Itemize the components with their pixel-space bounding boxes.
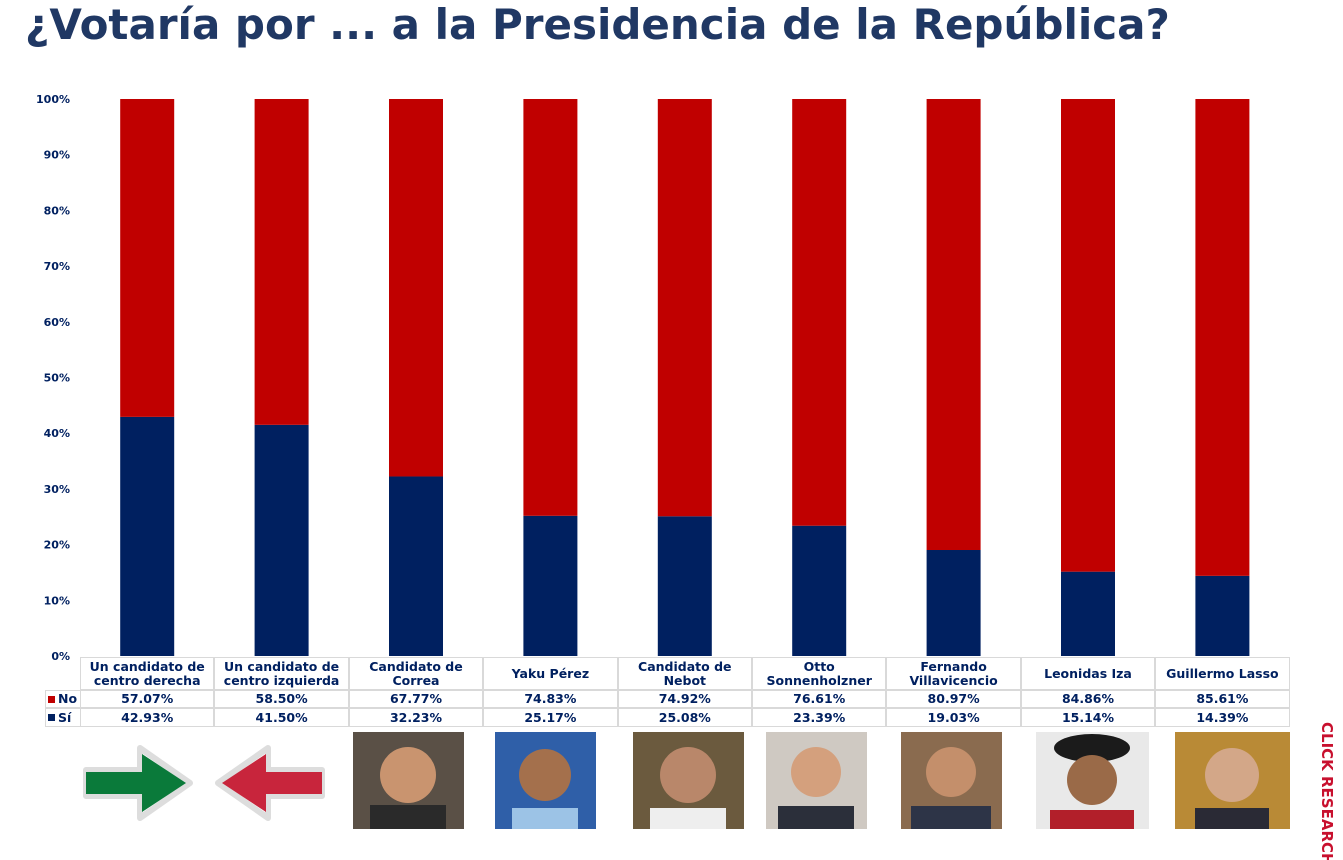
legend-swatch — [48, 714, 55, 721]
y-tick-label: 50% — [44, 372, 70, 385]
y-tick-label: 90% — [44, 149, 70, 162]
category-label: Otto Sonnenholzner — [752, 657, 887, 690]
bar-segment — [1061, 571, 1115, 656]
category-label: Un candidato de centro izquierda — [214, 657, 349, 690]
bar-segment — [1195, 99, 1250, 576]
y-tick-label: 70% — [44, 260, 70, 273]
category-label: Un candidato de centro derecha — [80, 657, 215, 690]
y-tick-label: 40% — [44, 427, 70, 440]
bar-segment — [254, 99, 309, 425]
category-label: Yaku Pérez — [483, 657, 618, 690]
bar-segment — [1195, 575, 1250, 656]
bar-segment — [926, 550, 981, 656]
value-label: 41.50% — [214, 708, 349, 727]
chart-title: ¿Votaría por ... a la Presidencia de la … — [25, 0, 1170, 49]
value-label: 15.14% — [1020, 708, 1156, 727]
category-label: Fernando Villavicencio — [886, 657, 1021, 690]
arrow-left — [215, 745, 325, 821]
bar-segment — [1061, 99, 1115, 572]
legend-label: Sí — [58, 709, 72, 725]
value-label: 14.39% — [1155, 708, 1290, 727]
bar-segment — [523, 99, 578, 516]
bar-segment — [120, 99, 175, 417]
y-tick-label: 30% — [44, 483, 70, 496]
brand: CLICK RESEARCH — [1318, 722, 1336, 860]
legend-label: No — [58, 691, 78, 706]
value-label: 74.92% — [617, 690, 752, 708]
bar-segment — [792, 525, 847, 656]
category-label: Candidato de Correa — [348, 657, 484, 690]
y-tick-label: 20% — [44, 539, 70, 552]
photos — [353, 732, 1290, 829]
legend-entry: No — [45, 690, 80, 708]
bar-segment — [254, 424, 309, 656]
y-tick-label: 80% — [44, 204, 70, 217]
category-label: Guillermo Lasso — [1155, 657, 1290, 690]
value-label: 25.08% — [617, 708, 752, 727]
y-tick-label: 100% — [36, 93, 70, 106]
value-label: 42.93% — [80, 708, 215, 727]
y-tick-label: 60% — [44, 316, 70, 329]
value-label: 85.61% — [1155, 690, 1290, 708]
value-label: 74.83% — [483, 690, 618, 708]
legend-swatch — [48, 695, 55, 703]
bar-segment — [792, 99, 847, 526]
bar-segment — [389, 476, 443, 656]
bar-segment — [657, 516, 712, 656]
bar-segment — [389, 99, 443, 477]
value-label: 32.23% — [348, 708, 484, 727]
y-tick-label: 10% — [44, 594, 70, 607]
category-label: Leonidas Iza — [1020, 657, 1156, 690]
value-label: 80.97% — [886, 690, 1021, 708]
legend-entry: Sí — [45, 708, 80, 727]
y-tick-label: 0% — [51, 650, 70, 663]
bar-segment — [120, 416, 175, 656]
value-label: 76.61% — [752, 690, 887, 708]
value-label: 58.50% — [214, 690, 349, 708]
value-label: 67.77% — [348, 690, 484, 708]
value-label: 23.39% — [752, 708, 887, 727]
arrow-right — [83, 745, 193, 821]
category-label: Candidato de Nebot — [617, 657, 752, 690]
value-label: 84.86% — [1020, 690, 1156, 708]
value-label: 19.03% — [886, 708, 1021, 727]
bar-segment — [523, 515, 578, 656]
bar-segment — [926, 99, 981, 551]
value-label: 57.07% — [80, 690, 215, 708]
value-label: 25.17% — [483, 708, 618, 727]
bar-segment — [657, 99, 712, 517]
